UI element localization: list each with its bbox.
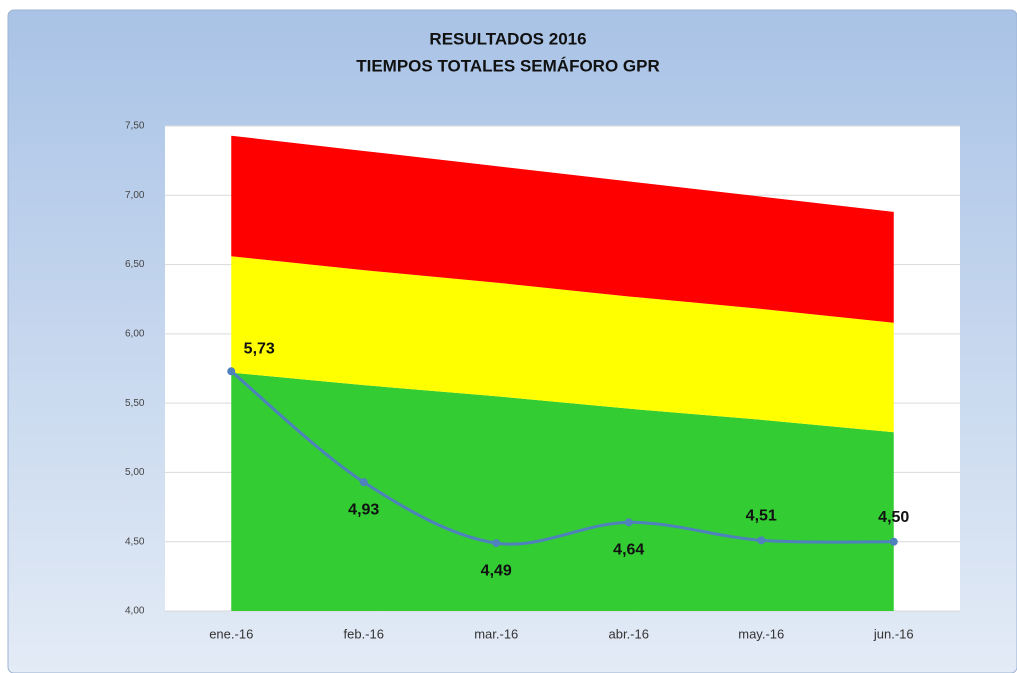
x-tick-label: mar.-16 — [474, 626, 518, 641]
y-tick-label: 7,50 — [125, 121, 145, 132]
x-tick-label: jun.-16 — [873, 626, 914, 641]
x-tick-label: feb.-16 — [344, 626, 384, 641]
chart-title: RESULTADOS 2016 — [429, 29, 586, 48]
y-tick-label: 5,50 — [125, 398, 145, 409]
y-tick-label: 5,00 — [125, 467, 145, 478]
y-tick-label: 6,50 — [125, 259, 145, 270]
data-label: 4,64 — [613, 542, 644, 559]
data-label: 5,73 — [244, 340, 275, 357]
point — [359, 478, 368, 487]
y-tick-label: 4,00 — [125, 606, 145, 617]
point — [492, 539, 501, 548]
chart-subtitle: TIEMPOS TOTALES SEMÁFORO GPR — [356, 56, 660, 75]
x-tick-label: ene.-16 — [209, 626, 253, 641]
data-label: 4,50 — [878, 509, 909, 526]
point — [624, 518, 633, 527]
y-tick-label: 6,00 — [125, 328, 145, 339]
line — [230, 370, 894, 546]
area — [231, 372, 894, 611]
x-tick-label: may.-16 — [738, 626, 784, 641]
y-tick-label: 7,00 — [125, 190, 145, 201]
point — [889, 537, 898, 546]
data-label: 4,93 — [348, 501, 379, 518]
data-label: 4,49 — [481, 562, 512, 579]
area — [231, 256, 894, 433]
area — [231, 135, 894, 323]
y-tick-label: 4,50 — [125, 536, 145, 547]
point — [757, 536, 766, 545]
data-label: 4,51 — [746, 508, 777, 525]
point — [227, 367, 236, 376]
x-tick-label: abr.-16 — [609, 626, 649, 641]
